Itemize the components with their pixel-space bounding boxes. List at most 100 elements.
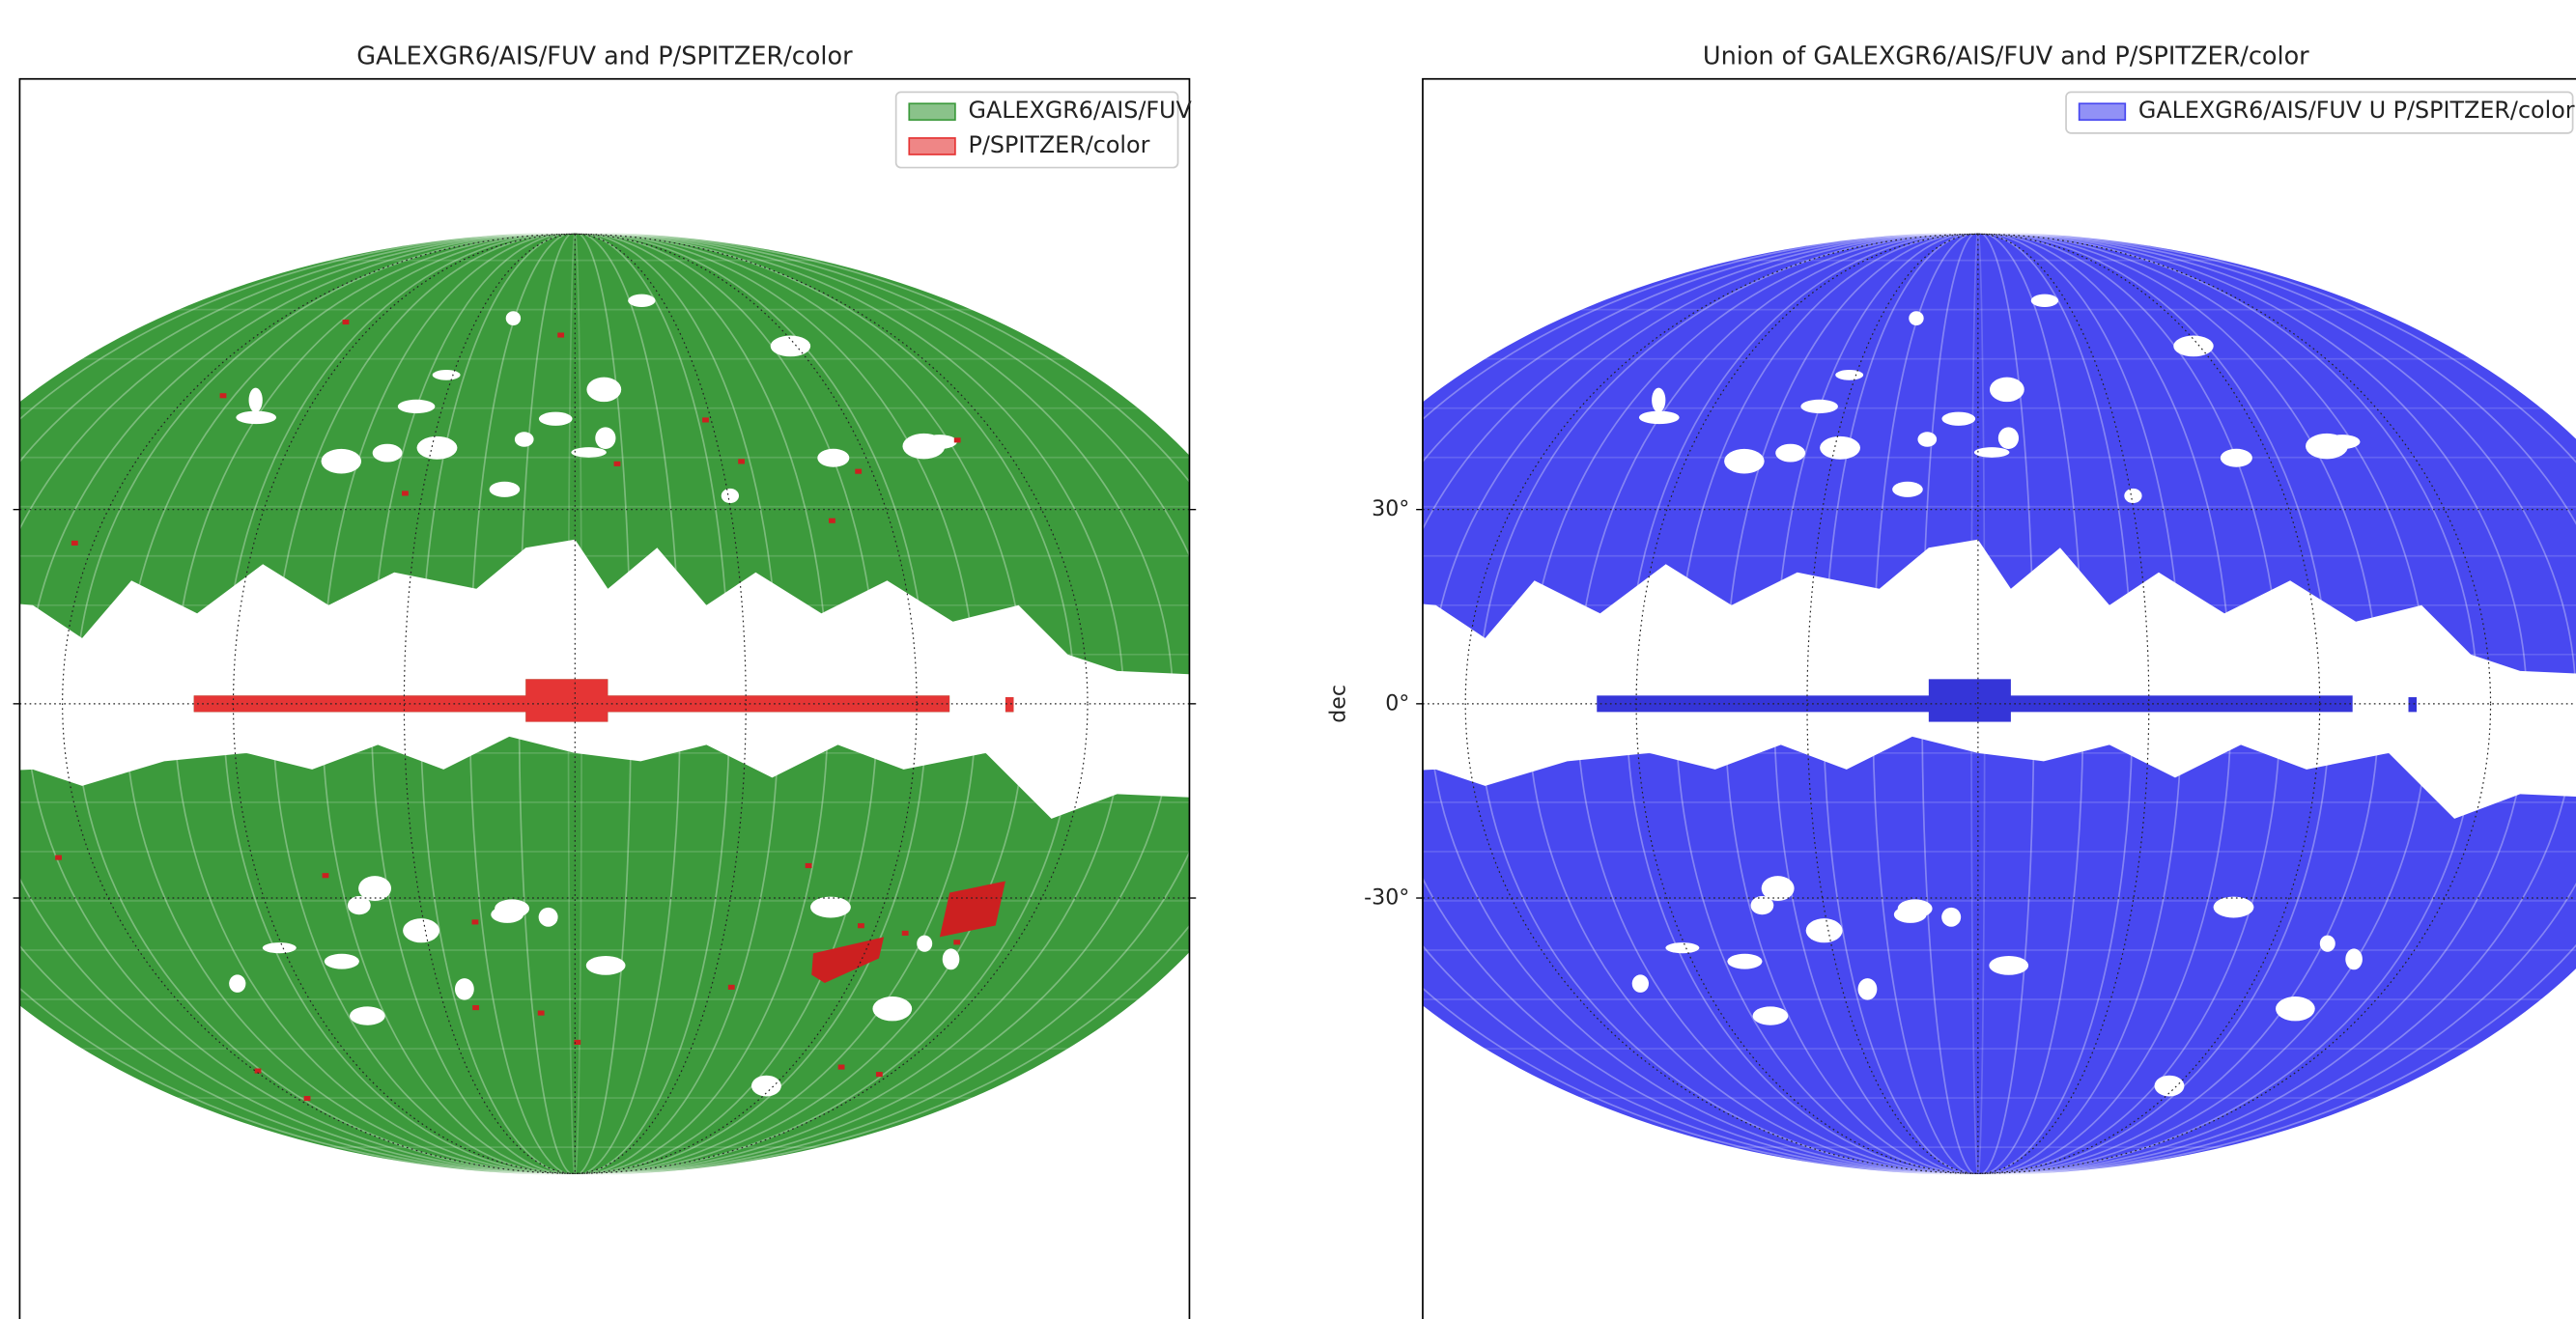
coverage-hole: [249, 388, 263, 413]
coverage-dot: [953, 940, 960, 944]
coverage-hole: [2031, 295, 2058, 307]
page: GALEXGR6/AIS/FUV and P/SPITZER/color GALE…: [0, 0, 2576, 1319]
coverage-dot: [728, 985, 735, 990]
coverage-hole: [506, 311, 521, 325]
coverage-hole: [1639, 411, 1680, 425]
coverage-hole: [1892, 482, 1923, 497]
legend-swatch: [909, 138, 955, 154]
coverage-hole: [943, 948, 960, 969]
legend-swatch: [2080, 103, 2126, 120]
coverage-hole: [403, 918, 439, 942]
plane-strip: [1929, 679, 2011, 721]
coverage-dot: [876, 1072, 883, 1077]
coverage-hole: [1941, 412, 1975, 426]
coverage-hole: [586, 956, 626, 975]
coverage-hole: [417, 436, 458, 460]
coverage-hole: [1990, 378, 2024, 402]
coverage-dot: [855, 469, 862, 474]
coverage-hole: [817, 449, 849, 467]
coverage-hole: [490, 482, 521, 497]
coverage-hole: [1941, 908, 1961, 927]
figure: GALEXGR6/AIS/FUV and P/SPITZER/color GALE…: [0, 0, 2576, 1319]
coverage-hole: [2276, 996, 2315, 1021]
coverage-dot: [858, 923, 864, 928]
coverage-hole: [872, 996, 912, 1021]
map-panel: [0, 233, 1298, 1175]
coverage-hole: [491, 906, 524, 923]
y-tick-label: 30°: [1372, 496, 1409, 521]
coverage-hole: [1632, 974, 1649, 993]
coverage-hole: [348, 896, 371, 914]
coverage-hole: [1974, 447, 2010, 458]
coverage-hole: [1751, 896, 1774, 914]
coverage-dot: [220, 393, 227, 398]
coverage-dot: [472, 1005, 479, 1010]
map-panel: [1255, 233, 2576, 1175]
coverage-hole: [455, 978, 474, 1000]
coverage-hole: [1806, 918, 1843, 942]
coverage-hole: [586, 378, 621, 402]
coverage-hole: [1820, 436, 1860, 460]
coverage-hole: [515, 432, 534, 447]
coverage-hole: [1753, 1006, 1789, 1024]
chart-title: GALEXGR6/AIS/FUV and P/SPITZER/color: [356, 42, 853, 71]
coverage-hole: [902, 434, 945, 459]
coverage-hole: [1724, 449, 1765, 474]
coverage-hole: [1652, 388, 1665, 413]
coverage-hole: [2173, 336, 2213, 357]
coverage-dot: [829, 519, 835, 523]
coverage-hole: [539, 412, 573, 426]
coverage-hole: [2124, 489, 2141, 503]
coverage-hole: [322, 449, 362, 474]
coverage-hole: [771, 336, 810, 357]
coverage-hole: [325, 954, 359, 969]
coverage-dot: [538, 1011, 545, 1016]
coverage-hole: [2320, 936, 2335, 952]
coverage-hole: [1727, 954, 1762, 969]
coverage-hole: [917, 936, 932, 952]
coverage-hole: [2214, 897, 2254, 918]
plane-strip: [1005, 697, 1014, 712]
coverage-hole: [539, 908, 558, 927]
coverage-dot: [323, 873, 329, 878]
coverage-dot: [304, 1096, 311, 1101]
coverage-hole: [1775, 444, 1805, 463]
coverage-hole: [1917, 432, 1937, 447]
y-axis-label: dec: [1326, 685, 1351, 723]
legend-label: P/SPITZER/color: [969, 131, 1150, 158]
coverage-dot: [402, 491, 409, 495]
coverage-hole: [1894, 906, 1927, 923]
coverage-hole: [229, 974, 245, 993]
y-tick-label: -30°: [1364, 885, 1409, 911]
coverage-hole: [2306, 434, 2348, 459]
coverage-hole: [350, 1006, 385, 1024]
coverage-dot: [902, 931, 909, 936]
coverage-dot: [954, 437, 961, 442]
coverage-dot: [343, 320, 350, 324]
y-tick-label: 0°: [1385, 690, 1409, 716]
coverage-hole: [236, 411, 276, 425]
coverage-hole: [1800, 400, 1838, 413]
coverage-hole: [1998, 427, 2019, 449]
coverage-hole: [1858, 978, 1878, 1000]
coverage-dot: [702, 417, 709, 422]
coverage-dot: [738, 459, 745, 463]
legend-label: GALEXGR6/AIS/FUV U P/SPITZER/color: [2138, 97, 2575, 124]
coverage-dot: [557, 332, 564, 337]
coverage-hole: [628, 295, 655, 307]
coverage-hole: [571, 447, 607, 458]
coverage-hole: [1665, 942, 1699, 953]
plane-strip: [525, 679, 608, 721]
coverage-dot: [71, 541, 78, 546]
coverage-hole: [810, 897, 851, 918]
chart-title: Union of GALEXGR6/AIS/FUV and P/SPITZER/…: [1703, 42, 2309, 71]
coverage-dot: [55, 856, 62, 860]
coverage-dot: [472, 919, 479, 924]
coverage-hole: [1909, 311, 1923, 325]
coverage-hole: [595, 427, 615, 449]
coverage-dot: [838, 1065, 845, 1070]
coverage-hole: [2345, 948, 2363, 969]
coverage-hole: [722, 489, 739, 503]
coverage-hole: [398, 400, 436, 413]
coverage-dot: [614, 462, 621, 466]
